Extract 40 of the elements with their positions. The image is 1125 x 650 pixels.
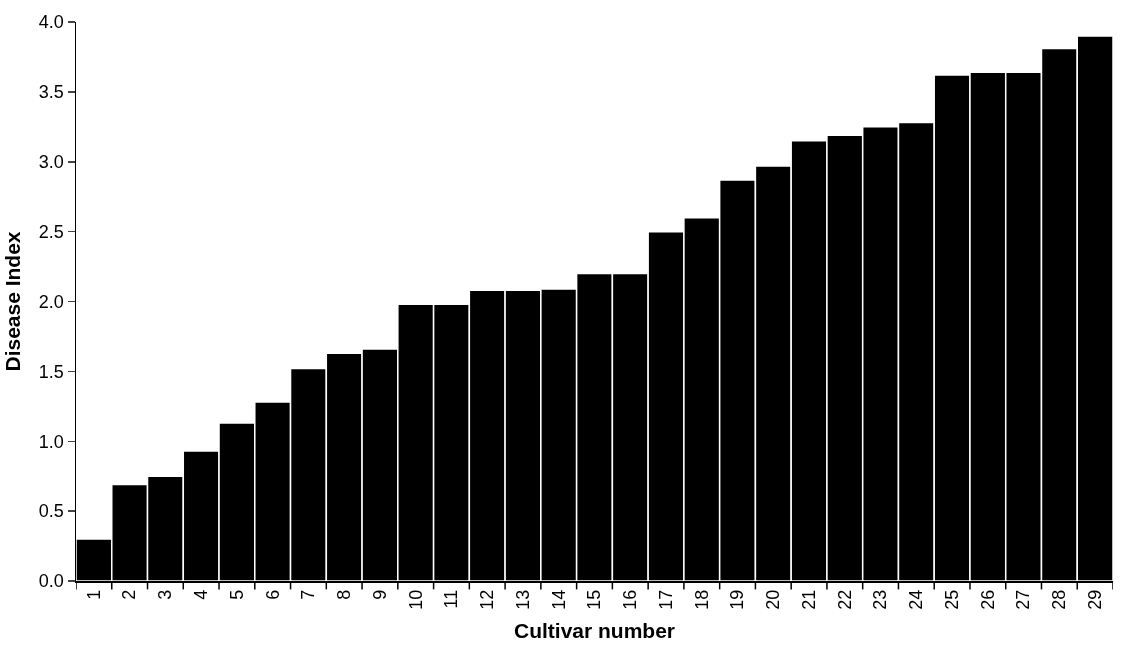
x-tick-label: 20 xyxy=(763,589,784,610)
x-tick-label: 16 xyxy=(620,589,641,610)
x-tick-label: 29 xyxy=(1084,589,1105,610)
x-tick-label: 10 xyxy=(405,589,426,610)
x-tick-label: 24 xyxy=(906,589,927,610)
x-tick-label: 2 xyxy=(119,589,140,600)
y-tick-label: 0.0 xyxy=(38,571,64,592)
x-tick-label: 26 xyxy=(977,589,998,610)
x-tick-label: 1 xyxy=(83,589,104,600)
x-tick-label: 27 xyxy=(1013,589,1034,610)
x-tick-label: 3 xyxy=(155,589,176,600)
y-tick-label: 1.0 xyxy=(38,431,64,452)
y-tick-label: 2.5 xyxy=(38,221,64,242)
x-tick-label: 21 xyxy=(798,589,819,610)
y-tick-label: 3.5 xyxy=(38,82,64,103)
x-tick-label: 8 xyxy=(334,589,355,600)
y-tick-label: 3.0 xyxy=(38,152,64,173)
x-tick-label: 17 xyxy=(655,589,676,610)
x-tick-label: 28 xyxy=(1049,589,1070,610)
y-axis-title: Disease Index xyxy=(1,231,25,372)
y-tick-label: 4.0 xyxy=(38,12,64,33)
x-tick-label: 5 xyxy=(226,589,247,600)
y-tick-label: 1.5 xyxy=(38,361,64,382)
y-tick-label: 0.5 xyxy=(38,501,64,522)
x-tick-label: 23 xyxy=(870,589,891,610)
x-tick-label: 6 xyxy=(262,589,283,600)
x-tick-label: 22 xyxy=(834,589,855,610)
x-tick-label: 14 xyxy=(548,589,569,610)
x-tick-label: 7 xyxy=(298,589,319,600)
x-tick-label: 9 xyxy=(369,589,390,600)
x-axis-title: Cultivar number xyxy=(513,618,676,642)
x-tick-label: 11 xyxy=(441,589,462,609)
x-tick-label: 4 xyxy=(191,589,212,600)
y-tick-label: 2.0 xyxy=(38,291,64,312)
x-tick-label: 19 xyxy=(727,589,748,610)
x-tick-label: 12 xyxy=(477,589,498,610)
x-tick-label: 13 xyxy=(512,589,533,610)
x-tick-label: 15 xyxy=(584,589,605,610)
x-tick-label: 25 xyxy=(941,589,962,610)
x-tick-label: 18 xyxy=(691,589,712,610)
